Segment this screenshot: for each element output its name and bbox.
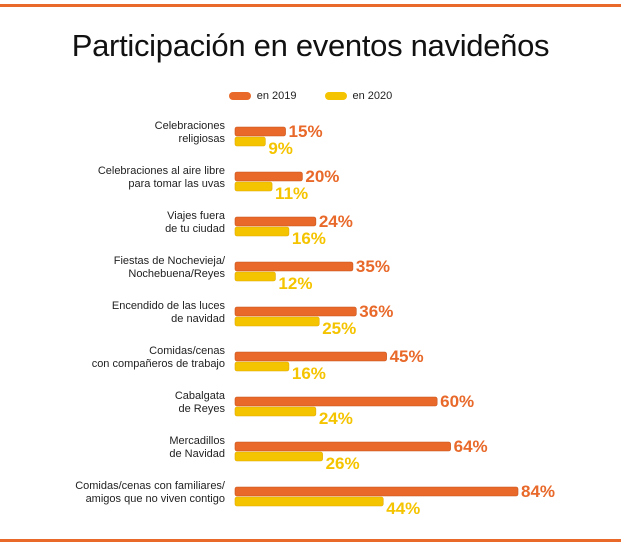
data-label: 12% (278, 274, 312, 293)
bar-en-2020 (234, 361, 290, 372)
legend-swatch-2020 (324, 92, 347, 100)
bar-en-2019 (234, 441, 451, 452)
category-label: de tu ciudad (165, 223, 225, 235)
bar-en-2020 (234, 316, 320, 327)
bar-en-2020 (234, 451, 323, 462)
category-label: Viajes fuera (167, 210, 226, 222)
bar-en-2020 (234, 226, 290, 237)
data-label: 20% (305, 167, 339, 186)
top-rule (0, 4, 621, 7)
category-label: Celebraciones (155, 120, 226, 132)
data-label: 9% (268, 139, 293, 158)
category-label: Nochebuena/Reyes (128, 268, 225, 280)
data-label: 26% (326, 454, 360, 473)
bar-en-2019 (234, 396, 438, 407)
data-label: 35% (356, 257, 390, 276)
category-label: de Reyes (179, 403, 226, 415)
legend-item-2020: en 2020 (324, 90, 393, 102)
category-label: con compañeros de trabajo (92, 358, 225, 370)
category-label: religiosas (179, 133, 226, 145)
data-label: 11% (275, 184, 308, 203)
bar-en-2019 (234, 216, 317, 227)
bottom-rule (0, 539, 621, 542)
bar-en-2019 (234, 306, 357, 317)
bar-en-2020 (234, 271, 276, 282)
legend-label-2020: en 2020 (352, 90, 393, 102)
legend-swatch-2019 (228, 92, 251, 100)
data-label: 16% (292, 364, 326, 383)
data-label: 84% (521, 482, 555, 501)
data-label: 60% (440, 392, 474, 411)
data-label: 36% (359, 302, 393, 321)
category-label: de Navidad (169, 448, 225, 460)
bar-en-2020 (234, 406, 317, 417)
bar-en-2019 (234, 171, 303, 182)
data-label: 24% (319, 409, 353, 428)
category-label: Celebraciones al aire libre (98, 165, 225, 177)
category-label: Fiestas de Nochevieja/ (114, 255, 226, 267)
bar-en-2019 (234, 126, 286, 137)
chart-title: Participación en eventos navideños (71, 28, 550, 63)
bar-en-2020 (234, 181, 273, 192)
category-label: Comidas/cenas con familiares/ (75, 480, 226, 492)
data-label: 15% (289, 122, 323, 141)
legend: en 2019 en 2020 (0, 90, 621, 102)
category-label: para tomar las uvas (128, 178, 225, 190)
bar-en-2020 (234, 496, 384, 507)
data-label: 64% (454, 437, 488, 456)
category-label: amigos que no viven contigo (86, 493, 225, 505)
data-label: 45% (390, 347, 424, 366)
category-label: Comidas/cenas (149, 345, 225, 357)
bar-en-2019 (234, 486, 519, 497)
legend-label-2019: en 2019 (256, 90, 297, 102)
bar-en-2019 (234, 261, 354, 272)
category-label: Encendido de las luces (112, 300, 226, 312)
data-label: 25% (322, 319, 356, 338)
category-label: Cabalgata (175, 390, 226, 402)
bar-en-2020 (234, 136, 266, 147)
data-label: 16% (292, 229, 326, 248)
category-label: de navidad (171, 313, 225, 325)
bar-en-2019 (234, 351, 387, 362)
category-label: Mercadillos (169, 435, 225, 447)
data-label: 24% (319, 212, 353, 231)
data-label: 44% (386, 499, 420, 518)
legend-item-2019: en 2019 (228, 90, 297, 102)
